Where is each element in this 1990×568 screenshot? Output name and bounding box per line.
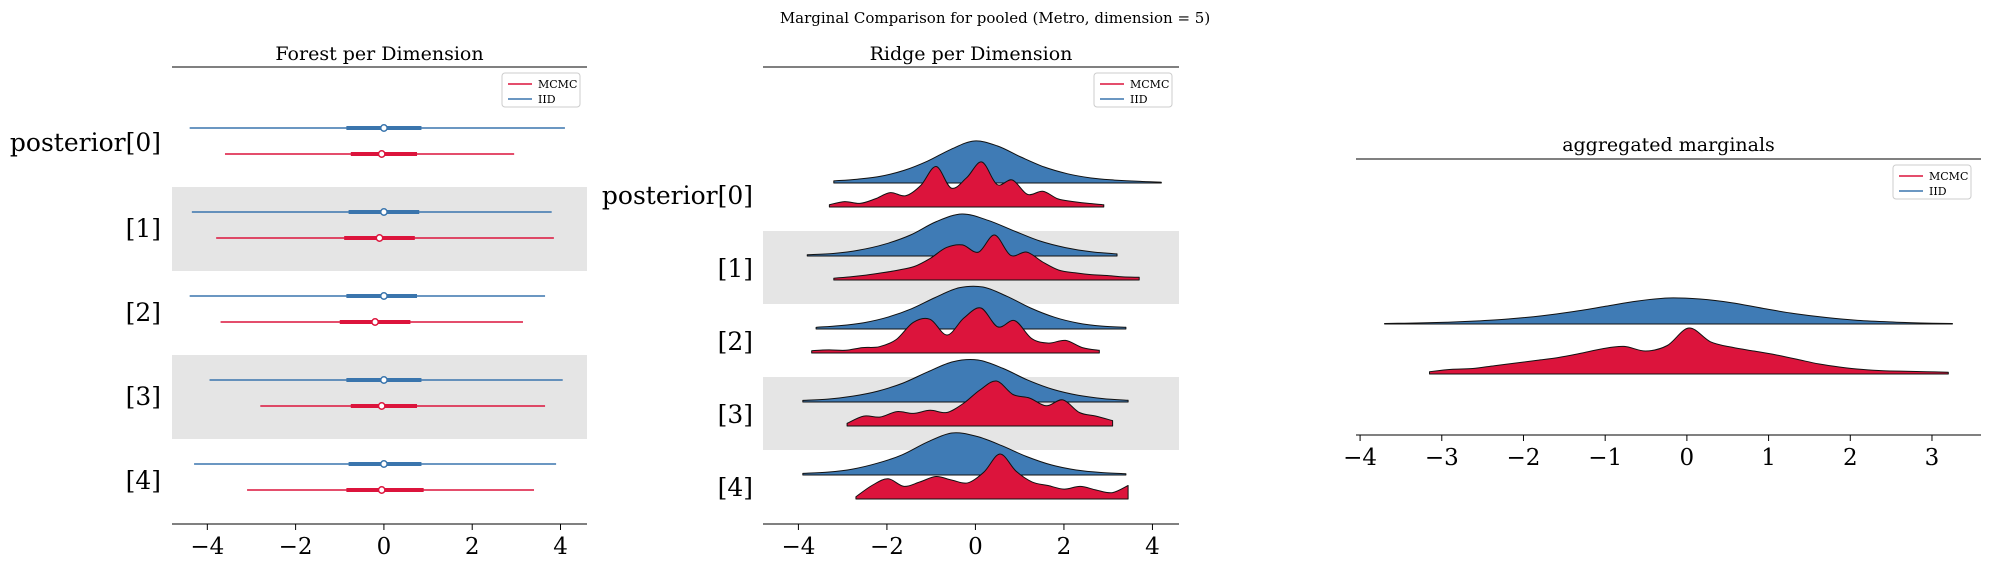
aggregated-x-axis-tick-label: 2 xyxy=(1843,445,1858,471)
aggregated-x-axis-tick-label: −4 xyxy=(1343,445,1377,471)
aggregated-iid-density xyxy=(1384,297,1953,325)
aggregated-x-axis-tick-label: 1 xyxy=(1761,445,1776,471)
panels: Forest per Dimension posterior[0] [1] [2] [3… xyxy=(10,43,1981,560)
forest-row-label: [3] xyxy=(126,382,161,411)
ridge-iid-density xyxy=(833,140,1162,184)
ridge-x-axis-tick-label: 0 xyxy=(968,534,983,560)
forest-row-label: [1] xyxy=(126,214,161,243)
aggregated-x-axis-tick-label: 0 xyxy=(1680,445,1695,471)
aggregated-mcmc-density xyxy=(1429,327,1949,375)
ridge-row-label: [4] xyxy=(718,473,753,502)
aggregated-x-axis-tick-label: −2 xyxy=(1507,445,1541,471)
aggregated-title: aggregated marginals xyxy=(1562,134,1775,156)
ridge-iid-density xyxy=(802,432,1127,476)
forest-median-iid xyxy=(379,460,388,468)
legend-label-mcmc: MCMC xyxy=(1929,170,1968,183)
ridge-row-label: [1] xyxy=(718,254,753,283)
ridge-x-axis-tick-label: 2 xyxy=(1057,534,1072,560)
forest-panel: Forest per Dimension posterior[0] [1] [2] [3… xyxy=(10,43,587,560)
aggregated-x-axis-tick-label: 3 xyxy=(1925,445,1940,471)
legend-label-mcmc: MCMC xyxy=(1130,78,1169,91)
forest-median-mcmc xyxy=(377,150,386,158)
ridge-row-label: [2] xyxy=(718,327,753,356)
forest-band xyxy=(172,187,587,271)
forest-x-axis-tick-label: 2 xyxy=(465,534,480,560)
forest-x-axis-tick-label: −4 xyxy=(190,534,224,560)
ridge-x-axis-tick-label: 4 xyxy=(1145,534,1160,560)
aggregated-panel: aggregated marginals MCMC IID −4 −3 −2 −1 0 1 2 3 xyxy=(1343,134,1981,471)
forest-x-axis-tick-label: 0 xyxy=(377,534,392,560)
legend-label-mcmc: MCMC xyxy=(538,78,577,91)
figure-suptitle: Marginal Comparison for pooled (Metro, d… xyxy=(780,9,1210,27)
forest-median-iid xyxy=(379,208,388,216)
ridge-panel: Ridge per Dimension posterior[0] [1] [2] [3]… xyxy=(602,43,1179,560)
forest-median-mcmc xyxy=(371,318,380,326)
ridge-x-axis-tick-label: −2 xyxy=(870,534,904,560)
ridge-mcmc-density xyxy=(833,234,1140,281)
forest-median-iid xyxy=(379,376,388,384)
forest-band xyxy=(172,355,587,439)
forest-row-label: [4] xyxy=(126,466,161,495)
ridge-iid-density xyxy=(815,285,1127,330)
ridge-row-label: posterior[0] xyxy=(602,181,753,210)
ridge-title: Ridge per Dimension xyxy=(870,43,1073,65)
ridge-mcmc-density xyxy=(811,307,1100,354)
aggregated-x-axis-tick-label: −3 xyxy=(1425,445,1459,471)
forest-row-label: posterior[0] xyxy=(10,128,161,157)
forest-title: Forest per Dimension xyxy=(275,43,483,65)
ridge-mcmc-density xyxy=(855,453,1129,500)
legend-label-iid: IID xyxy=(1929,185,1947,198)
ridge-x-axis-tick-label: −4 xyxy=(781,534,815,560)
forest-row-label: [2] xyxy=(126,298,161,327)
ridge-mcmc-density xyxy=(846,380,1114,427)
forest-median-iid xyxy=(379,124,388,132)
ridge-iid-density xyxy=(802,359,1129,403)
forest-x-axis-tick-label: −2 xyxy=(279,534,313,560)
forest-median-iid xyxy=(379,292,388,300)
legend-label-iid: IID xyxy=(538,93,556,106)
ridge-iid-density xyxy=(806,213,1118,257)
legend-label-iid: IID xyxy=(1130,93,1148,106)
aggregated-x-axis-tick-label: −1 xyxy=(1588,445,1622,471)
forest-median-mcmc xyxy=(375,234,384,242)
ridge-row-label: [3] xyxy=(718,400,753,429)
forest-median-mcmc xyxy=(377,486,386,494)
forest-x-axis-tick-label: 4 xyxy=(553,534,568,560)
forest-median-mcmc xyxy=(377,402,386,410)
ridge-mcmc-density xyxy=(828,161,1105,208)
